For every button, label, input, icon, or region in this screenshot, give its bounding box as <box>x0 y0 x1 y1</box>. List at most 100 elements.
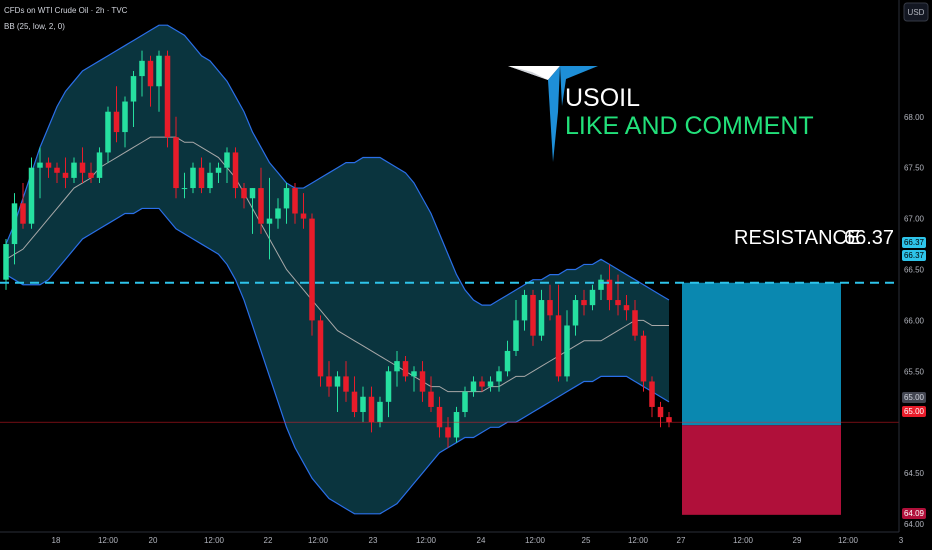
candle-body <box>419 371 426 392</box>
candle-body <box>20 203 26 224</box>
resistance-label: RESISTANCE <box>734 227 860 249</box>
candle-body <box>326 376 332 387</box>
candle <box>309 213 315 336</box>
candle-body <box>555 315 562 377</box>
currency-button[interactable]: USD <box>908 8 925 17</box>
y-tick-label: 66.00 <box>904 316 925 325</box>
candle <box>462 386 468 418</box>
candle-body <box>436 406 443 428</box>
candle <box>666 412 672 428</box>
candle <box>555 284 562 382</box>
candle <box>215 162 222 183</box>
price-tag-box <box>902 392 926 403</box>
candle-body <box>538 300 545 336</box>
x-tick-label: 12:00 <box>204 536 225 545</box>
candle-body <box>411 371 417 377</box>
x-tick-label: 23 <box>369 536 378 545</box>
candle-body <box>657 406 664 418</box>
stop-zone[interactable] <box>682 425 841 515</box>
y-tick-label: 68.00 <box>904 113 925 122</box>
candle <box>88 162 94 183</box>
candle-body <box>292 188 298 214</box>
candle-body <box>79 162 86 173</box>
y-tick-label: 64.50 <box>904 469 925 478</box>
candle-body <box>130 76 137 102</box>
candle-body <box>105 111 111 153</box>
candle-body <box>462 391 468 413</box>
candle <box>71 157 77 183</box>
candle-body <box>496 371 502 382</box>
y-tick-label: 67.00 <box>904 215 925 224</box>
candle-body <box>589 289 596 306</box>
candle-body <box>139 60 145 77</box>
candle <box>487 376 494 392</box>
y-tick-label: 64.00 <box>904 520 925 529</box>
candle <box>164 50 171 148</box>
candle <box>351 376 358 418</box>
candle <box>300 193 307 229</box>
candle-body <box>343 376 349 392</box>
candle <box>198 157 205 194</box>
candle <box>564 310 570 382</box>
candle-body <box>513 320 519 351</box>
candle-body <box>3 244 9 280</box>
candle <box>496 366 502 392</box>
price-tag-label: 65.00 <box>904 393 925 402</box>
candle <box>649 376 655 418</box>
candle <box>521 289 528 331</box>
candle <box>96 147 103 183</box>
band-lower-line <box>5 207 670 515</box>
candle-body <box>190 167 196 189</box>
candle-body <box>606 279 613 301</box>
candle <box>275 198 281 229</box>
target-zone[interactable] <box>682 282 841 426</box>
candle <box>292 182 298 224</box>
candle-body <box>300 213 307 219</box>
candle-body <box>62 172 69 178</box>
x-tick-label: 29 <box>793 536 802 545</box>
candle <box>632 300 638 341</box>
currency-button-box[interactable] <box>903 2 929 22</box>
resistance-value: 66.37 <box>844 227 894 249</box>
candle-body <box>11 203 18 245</box>
candle-body <box>377 401 383 423</box>
candle <box>538 289 545 341</box>
candle <box>368 386 375 433</box>
candle-body <box>623 305 630 311</box>
candle-body <box>198 167 205 189</box>
x-tick-label: 24 <box>477 536 486 545</box>
price-tag-label: 65.00 <box>904 407 925 416</box>
candle <box>581 289 587 316</box>
candle-body <box>122 101 128 133</box>
candle-body <box>385 371 392 402</box>
x-tick-label: 18 <box>52 536 61 545</box>
symbol-title: CFDs on WTI Crude Oil · 2h · TVC <box>4 6 128 15</box>
candle <box>615 274 621 316</box>
candle-body <box>232 152 239 189</box>
candle-body <box>275 208 281 219</box>
candle-body <box>224 152 230 168</box>
candle <box>20 182 26 229</box>
candle <box>598 274 604 301</box>
candle <box>470 376 477 397</box>
x-tick-label: 12:00 <box>98 536 119 545</box>
candle <box>122 96 128 148</box>
candle <box>606 264 613 311</box>
candle-body <box>445 427 451 438</box>
candle-body <box>249 188 256 199</box>
candle <box>428 376 434 413</box>
candle <box>530 289 536 346</box>
candle-body <box>632 310 638 336</box>
candle <box>3 238 9 290</box>
candle <box>28 157 35 229</box>
price-tag: 66.37 <box>902 250 926 261</box>
candle <box>394 350 400 387</box>
price-lines <box>0 281 899 423</box>
candle <box>504 340 511 377</box>
like-comment-subtitle: LIKE AND COMMENT <box>565 112 814 140</box>
candle <box>54 162 60 183</box>
candle-body <box>649 381 655 407</box>
candle-body <box>88 172 94 178</box>
candle-body <box>479 381 485 387</box>
